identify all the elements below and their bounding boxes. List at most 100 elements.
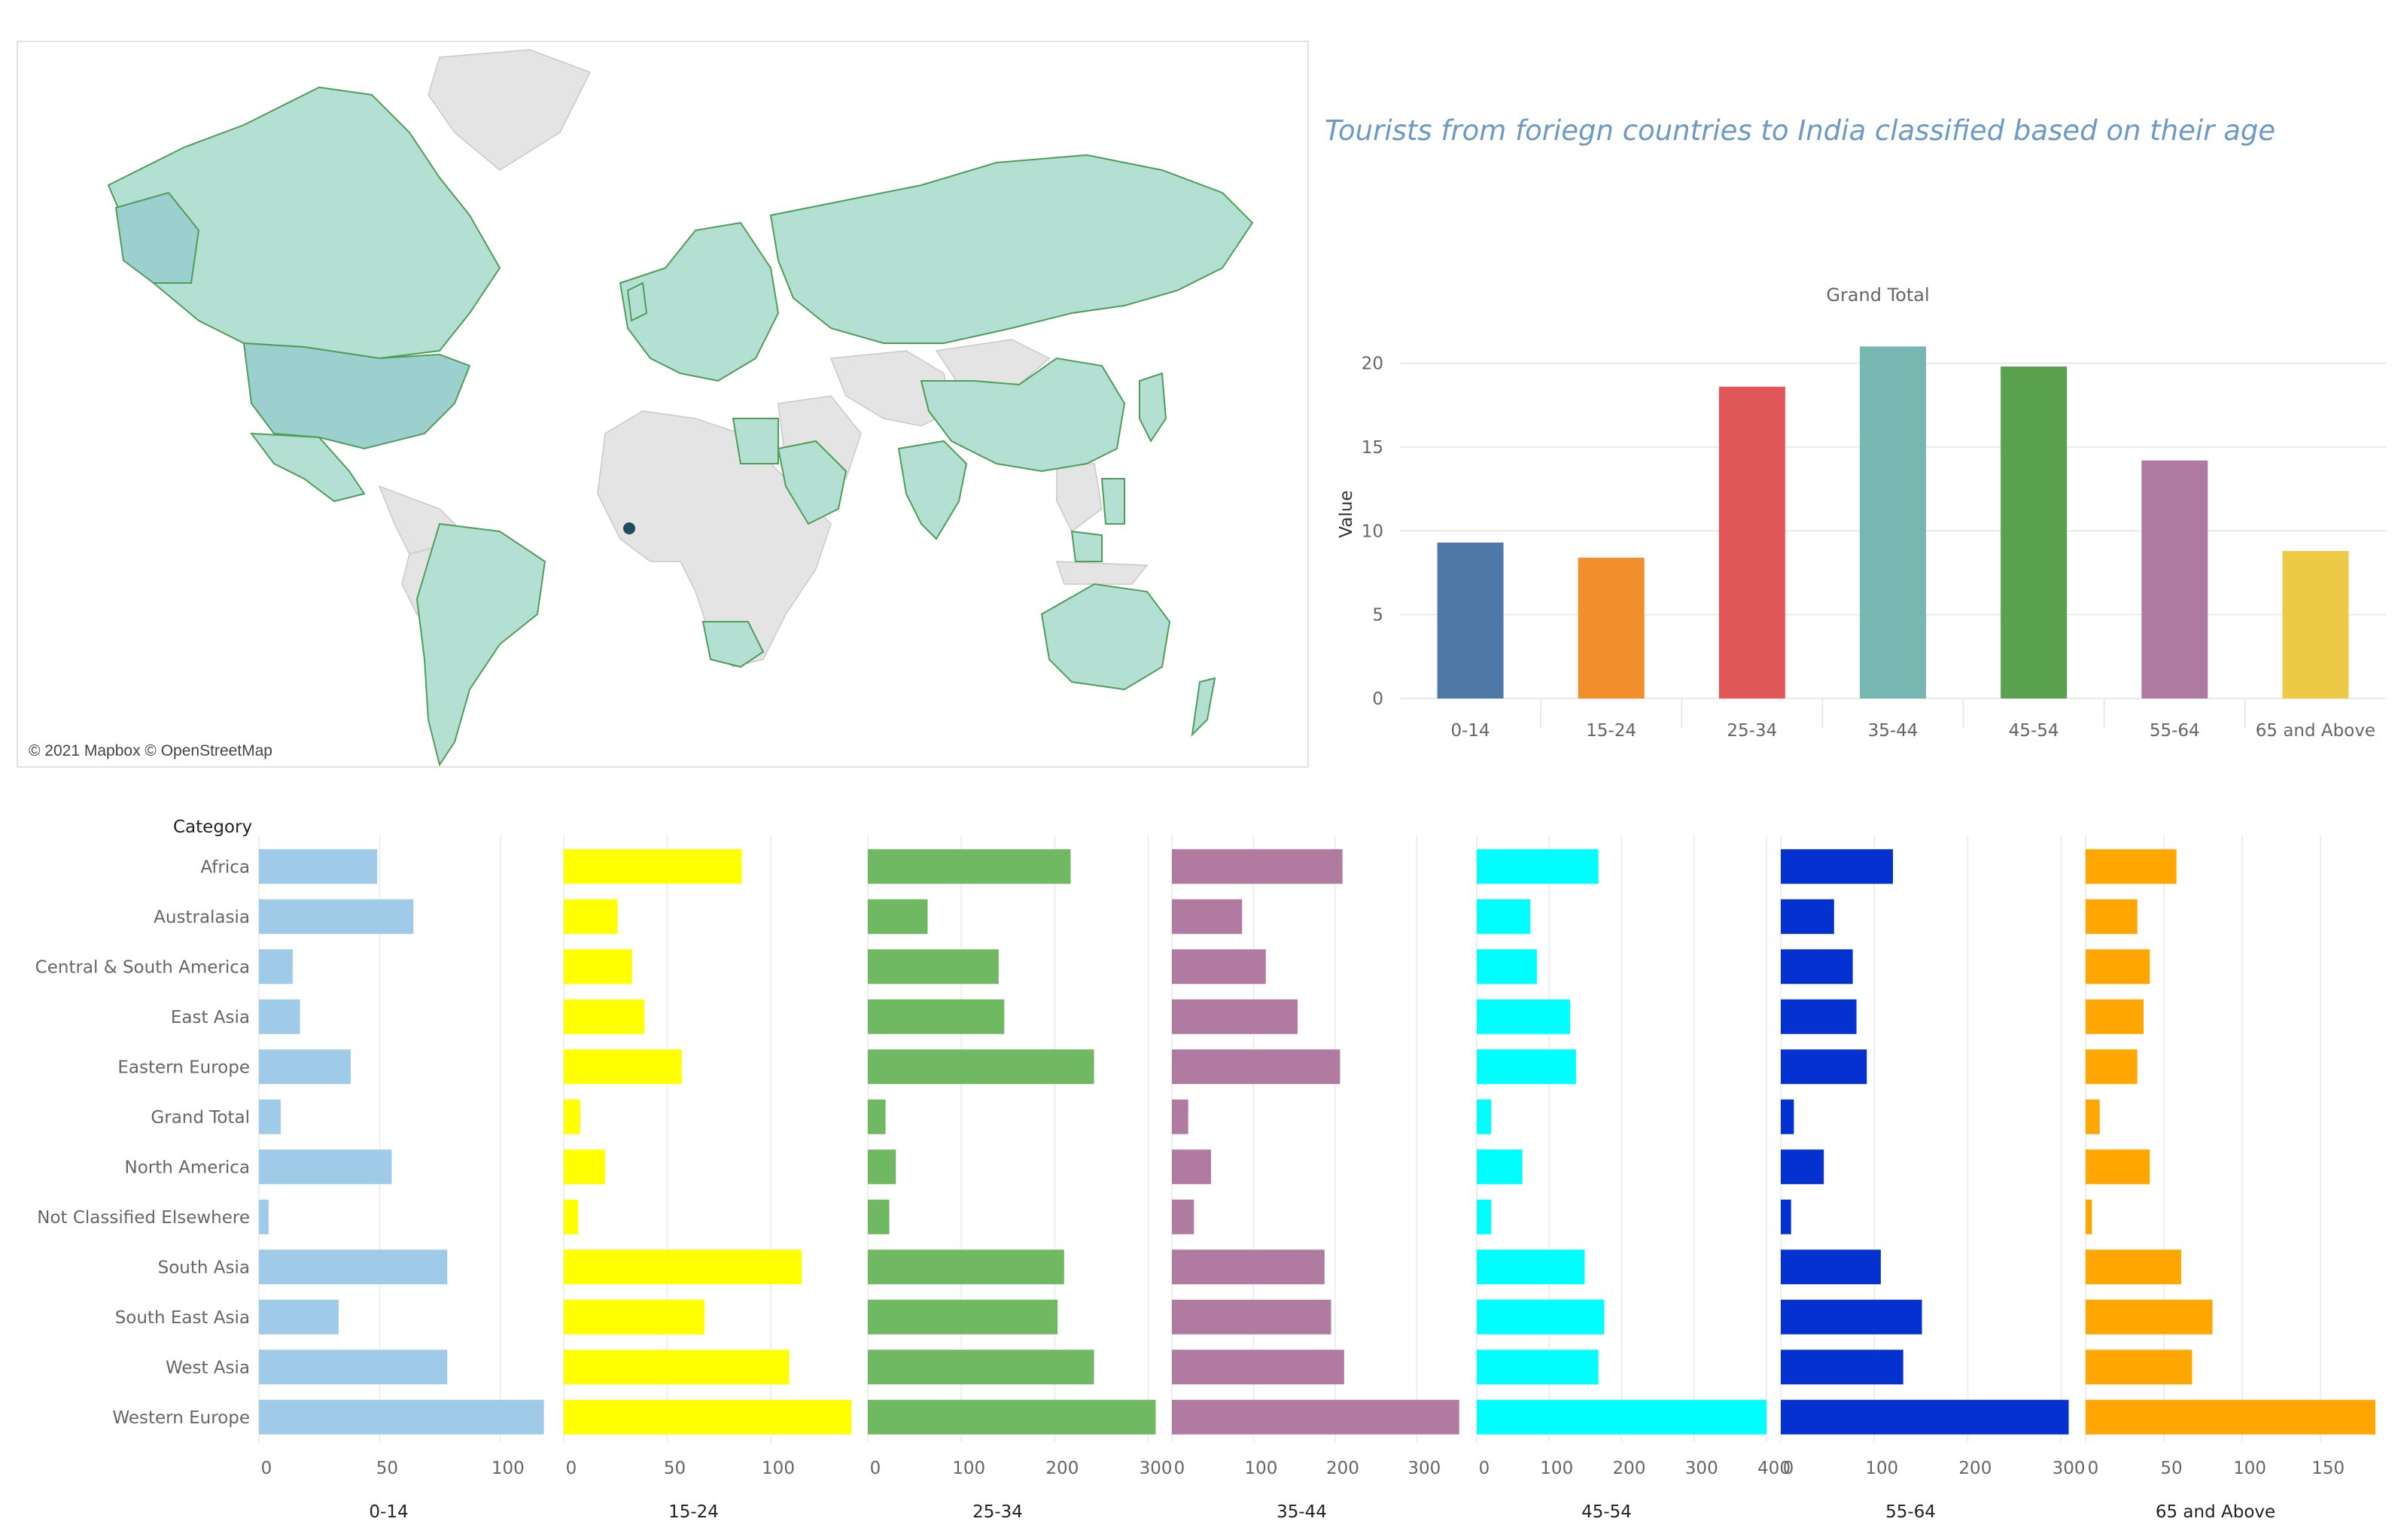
map-land-highlight — [107, 86, 1254, 766]
x-tick-label: 15-24 — [1586, 721, 1636, 741]
bar-55-64-East Asia — [1781, 999, 1857, 1034]
bar-55-64 — [2141, 460, 2208, 698]
bar-0-14-Australasia — [259, 899, 414, 934]
x-tick-label: 100 — [2233, 1459, 2266, 1478]
map-canvas[interactable] — [18, 42, 1307, 766]
category-label: Eastern Europe — [117, 1058, 250, 1077]
bar-35-44-Central & South America — [1172, 949, 1266, 985]
bar-65 and Above-East Asia — [2086, 999, 2144, 1034]
map-region-mexico — [249, 432, 366, 503]
map-region-indonesia — [1055, 561, 1149, 585]
panel-title: 15-24 — [668, 1502, 719, 1522]
x-tick-label: 50 — [664, 1459, 686, 1478]
y-axis-label: Value — [1337, 490, 1356, 537]
bar-25-34 — [1718, 386, 1785, 698]
bar-35-44-Western Europe — [1172, 1399, 1459, 1435]
y-tick-label: 15 — [1362, 438, 1383, 458]
category-label: South East Asia — [115, 1308, 250, 1328]
category-label: Australasia — [154, 908, 250, 927]
bar-15-24-North America — [564, 1149, 605, 1185]
x-tick-label: 35-44 — [1868, 721, 1919, 741]
bar-45-54-Eastern Europe — [1477, 1049, 1576, 1085]
panel-title: 55-64 — [1885, 1502, 1936, 1522]
bar-55-64-Australasia — [1781, 899, 1834, 934]
category-label: Western Europe — [112, 1408, 250, 1428]
x-tick-label: 100 — [1540, 1459, 1573, 1478]
map-region-indochina — [1056, 463, 1103, 533]
panel-title: 25-34 — [972, 1502, 1023, 1522]
x-tick-label: 50 — [2160, 1459, 2182, 1478]
bar-25-34-South Asia — [868, 1249, 1064, 1285]
x-tick-label: 400 — [1757, 1459, 1791, 1478]
bar-45-54-North America — [1477, 1149, 1523, 1185]
bar-0-14-South Asia — [259, 1249, 448, 1285]
bar-45-54-South East Asia — [1477, 1299, 1605, 1335]
bar-35-44-West Asia — [1172, 1350, 1344, 1385]
bar-45-54-South Asia — [1477, 1249, 1585, 1285]
map-region-arabia — [777, 440, 847, 525]
bar-55-64-West Asia — [1781, 1350, 1903, 1385]
map-marker[interactable] — [623, 522, 635, 534]
bar-25-34-Eastern Europe — [868, 1049, 1094, 1085]
bar-0-14 — [1437, 542, 1504, 698]
bar-15-24-Africa — [564, 849, 742, 884]
y-tick-label: 20 — [1362, 355, 1383, 374]
bar-35-44 — [1860, 346, 1926, 698]
bar-15-24-Australasia — [564, 899, 618, 934]
bar-35-44-Grand Total — [1172, 1099, 1188, 1134]
bar-25-34-Grand Total — [868, 1099, 886, 1134]
bar-65 and Above — [2282, 551, 2349, 698]
bar-55-64-South East Asia — [1781, 1299, 1922, 1335]
bar-65 and Above-North America — [2086, 1149, 2150, 1185]
x-tick-label: 25-34 — [1727, 721, 1777, 741]
x-tick-label: 300 — [1685, 1459, 1718, 1478]
bar-15-24-Eastern Europe — [564, 1049, 682, 1085]
category-label: West Asia — [166, 1358, 250, 1377]
category-axis-title: Category — [173, 817, 252, 837]
bar-35-44-South East Asia — [1172, 1299, 1331, 1335]
map-region-new-zealand — [1191, 677, 1216, 737]
bar-55-64-Africa — [1781, 849, 1894, 884]
bar-25-34-West Asia — [868, 1350, 1094, 1385]
panel-title: 35-44 — [1277, 1502, 1327, 1522]
map-region-south-africa — [701, 621, 765, 668]
bar-15-24-Grand Total — [564, 1099, 580, 1134]
bar-35-44-Not Classified Elsewhere — [1172, 1199, 1194, 1234]
bar-15-24-South East Asia — [564, 1299, 704, 1335]
bar-15-24-East Asia — [564, 999, 645, 1034]
bar-15-24-West Asia — [564, 1350, 790, 1385]
map-region-africa — [597, 410, 832, 668]
x-tick-label: 0-14 — [1450, 721, 1490, 741]
map-region-europe — [619, 221, 780, 382]
bar-0-14-Eastern Europe — [259, 1049, 351, 1085]
bar-65 and Above-Eastern Europe — [2086, 1049, 2138, 1085]
bar-25-34-North America — [868, 1149, 896, 1185]
category-label: North America — [124, 1158, 250, 1177]
x-tick-label: 55-64 — [2150, 721, 2200, 741]
chart-title: Grand Total — [1826, 285, 1929, 306]
bar-15-24-South Asia — [564, 1249, 802, 1285]
bar-35-44-Africa — [1172, 849, 1343, 884]
category-label: Central & South America — [35, 957, 250, 977]
x-tick-label: 0 — [870, 1459, 881, 1478]
x-tick-label: 150 — [2311, 1459, 2345, 1478]
world-map[interactable]: © 2021 Mapbox © OpenStreetMap — [17, 41, 1309, 768]
bar-0-14-North America — [259, 1149, 392, 1185]
map-region-india — [897, 440, 968, 540]
panel-title: 45-54 — [1581, 1502, 1632, 1522]
map-region-usa — [242, 342, 471, 450]
bar-55-64-Grand Total — [1781, 1099, 1794, 1134]
bar-25-34-Central & South America — [868, 949, 999, 985]
x-tick-label: 50 — [376, 1459, 398, 1478]
bar-0-14-Grand Total — [259, 1099, 281, 1134]
bar-65 and Above-South East Asia — [2086, 1299, 2213, 1335]
x-tick-label: 100 — [762, 1459, 795, 1478]
bar-15-24-Central & South America — [564, 949, 632, 985]
y-tick-label: 0 — [1372, 689, 1383, 709]
bar-35-44-Australasia — [1172, 899, 1243, 934]
panel-title: 0-14 — [369, 1502, 408, 1522]
map-region-south-america — [415, 522, 546, 766]
bar-45-54 — [2001, 367, 2068, 698]
map-credit[interactable]: © 2021 Mapbox © OpenStreetMap — [29, 742, 272, 759]
x-tick-label: 45-54 — [2009, 721, 2059, 741]
